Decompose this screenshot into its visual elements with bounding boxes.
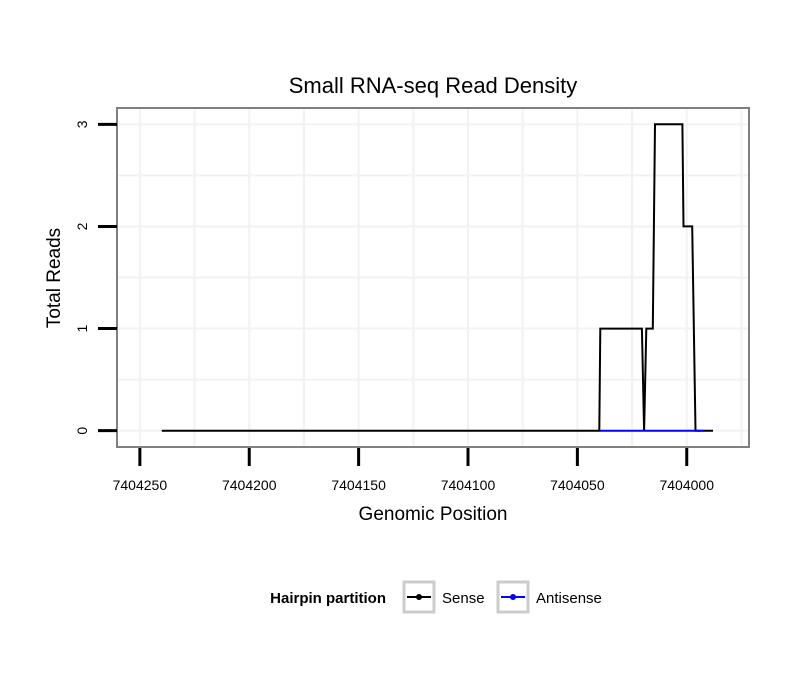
x-tick-label: 7404050	[550, 477, 605, 493]
x-tick-label: 7404150	[331, 477, 386, 493]
legend-label-antisense: Antisense	[536, 590, 602, 607]
y-tick-label: 0	[74, 427, 90, 435]
y-tick-label: 2	[74, 222, 90, 230]
x-axis-label: Genomic Position	[359, 504, 508, 525]
y-axis: 0 1 2 3	[74, 120, 117, 435]
x-tick-label: 7404000	[659, 477, 714, 493]
plot-panel-border	[116, 107, 750, 448]
legend-label-sense: Sense	[442, 590, 485, 607]
x-tick-label: 7404200	[222, 477, 277, 493]
x-axis: 7404250 7404200 7404150 7404100 7404050 74040…	[113, 448, 714, 493]
chart-title: Small RNA-seq Read Density	[289, 73, 578, 98]
legend: Hairpin partition Sense Antisense	[270, 580, 602, 614]
x-tick-label: 7404100	[441, 477, 496, 493]
legend-point-sense	[416, 594, 422, 600]
x-tick-label: 7404250	[113, 477, 168, 493]
y-tick-label: 1	[74, 324, 90, 332]
y-tick-label: 3	[74, 120, 90, 128]
legend-point-antisense	[510, 594, 516, 600]
y-axis-label: Total Reads	[44, 228, 65, 328]
legend-title: Hairpin partition	[270, 590, 386, 607]
series-lines	[161, 123, 713, 432]
